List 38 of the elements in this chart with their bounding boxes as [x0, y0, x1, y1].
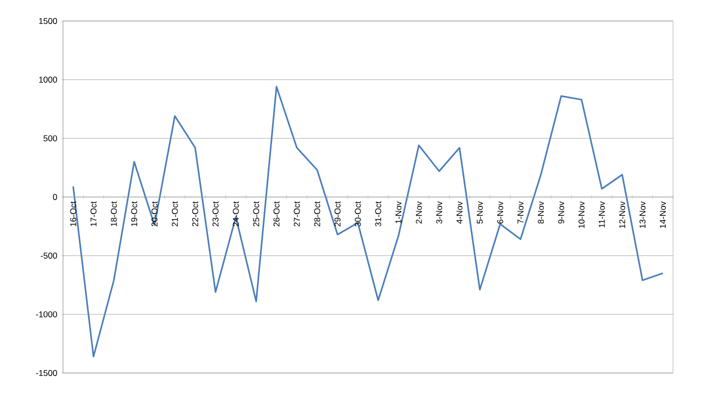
x-tick-label: 16-Oct — [70, 201, 76, 226]
y-tick-label: -1000 — [36, 311, 58, 318]
line-series — [72, 86, 664, 358]
y-tick-label: 1500 — [39, 18, 58, 24]
x-tick-label: 10-Nov — [578, 201, 584, 228]
x-tick-label: 8-Nov — [538, 201, 544, 224]
x-tick-label: 17-Oct — [90, 201, 96, 226]
x-tick-label: 6-Nov — [497, 201, 504, 224]
x-tick-label: 14-Nov — [660, 201, 666, 228]
x-tick-label: 5-Nov — [476, 201, 483, 224]
x-tick-label: 3-Nov — [436, 201, 442, 224]
y-tick-label: 0 — [52, 194, 58, 200]
x-tick-label: 18-Oct — [110, 201, 117, 226]
x-tick-label: 22-Oct — [192, 201, 198, 226]
x-tick-label: 31-Oct — [375, 201, 382, 226]
x-tick-label: 12-Nov — [619, 201, 626, 228]
x-tick-label: 4-Nov — [456, 201, 462, 224]
x-tick-label: 9-Nov — [558, 201, 564, 224]
x-tick-label: 11-Nov — [598, 201, 605, 228]
x-tick-label: 13-Nov — [640, 201, 646, 228]
x-tick-label: 1-Nov — [396, 201, 402, 224]
x-tick-label: 26-Oct — [274, 201, 280, 226]
x-tick-label: 7-Nov — [518, 201, 524, 224]
y-tick-label: 1000 — [39, 76, 58, 83]
x-tick-label: 19-Oct — [131, 201, 138, 226]
x-tick-label: 23-Oct — [212, 201, 218, 226]
y-tick-label: 500 — [44, 135, 58, 142]
y-tick-label: -500 — [40, 252, 58, 259]
x-tick-label: 21-Oct — [172, 201, 178, 226]
x-tick-label: 2-Nov — [416, 201, 422, 224]
y-tick-label: -1500 — [36, 370, 58, 376]
x-tick-label: 27-Oct — [294, 201, 300, 226]
x-tick-label: 25-Oct — [253, 201, 260, 226]
x-tick-label: 24-Oct — [232, 201, 239, 226]
x-tick-label: 20-Oct — [152, 201, 158, 226]
x-tick-label: 29-Oct — [334, 201, 340, 226]
x-tick-label: 28-Oct — [314, 201, 320, 226]
x-tick-label: 30-Oct — [354, 201, 361, 226]
